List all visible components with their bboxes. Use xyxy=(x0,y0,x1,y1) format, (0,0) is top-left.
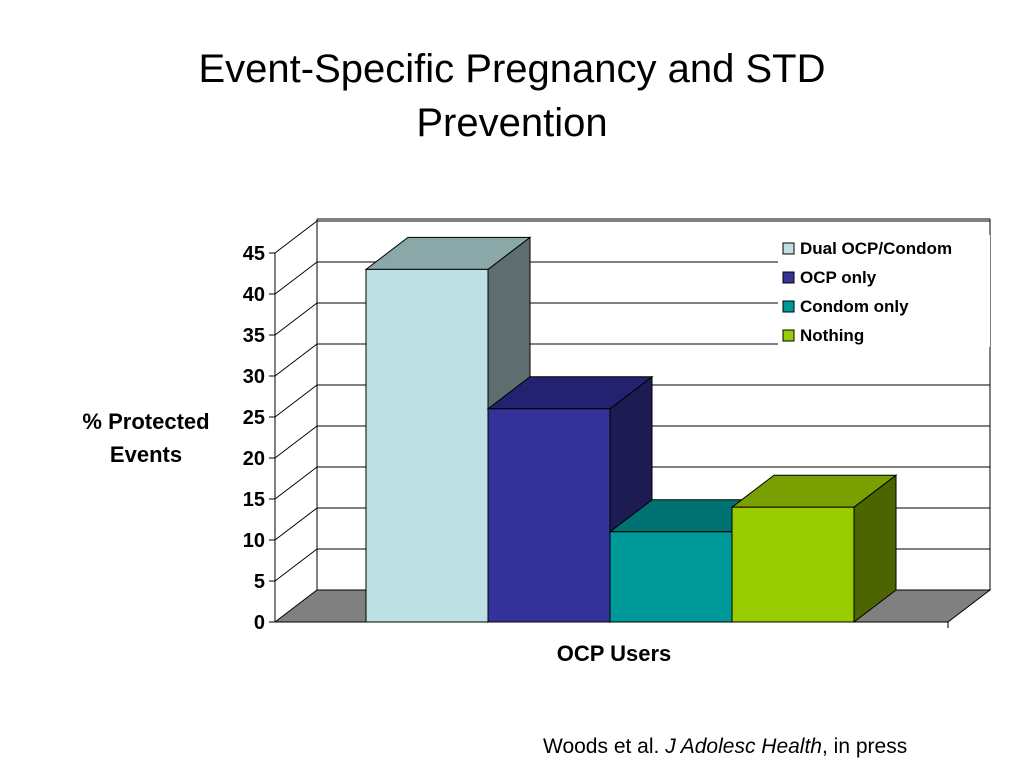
y-tick-label: 40 xyxy=(243,284,265,306)
y-tick-label: 15 xyxy=(243,489,265,511)
legend-label: Condom only xyxy=(800,297,909,316)
side-gridline xyxy=(274,220,318,254)
legend-item: Condom only xyxy=(782,297,909,316)
citation-journal: J Adolesc Health xyxy=(665,735,822,758)
citation-suffix: , in press xyxy=(822,735,908,758)
y-axis-label-line: % Protected xyxy=(82,409,209,434)
y-tick-label: 10 xyxy=(243,530,265,552)
bar-front xyxy=(487,408,611,623)
legend-label: Nothing xyxy=(800,326,864,345)
side-gridline xyxy=(274,384,318,418)
legend-swatch xyxy=(782,242,795,255)
chart-bars xyxy=(364,236,898,624)
side-gridline xyxy=(274,507,318,541)
legend-item: OCP only xyxy=(782,268,877,287)
y-tick-label: 35 xyxy=(243,325,265,347)
side-gridline xyxy=(274,548,318,582)
axis-labels: OCP Users % Protected Events xyxy=(82,409,671,666)
y-axis: 0 5 10 15 20 25 30 35 40 45 xyxy=(243,243,949,634)
bar-front xyxy=(365,268,489,623)
side-gridline xyxy=(274,466,318,500)
slide-title-line-2: Prevention xyxy=(416,101,608,145)
bar-nothing xyxy=(730,474,898,624)
legend-item: Nothing xyxy=(782,326,864,345)
legend-item: Dual OCP/Condom xyxy=(782,239,952,258)
y-axis-label-line: Events xyxy=(110,442,182,467)
legend-box xyxy=(778,235,990,347)
legend-label: OCP only xyxy=(800,268,877,287)
chart-legend: Dual OCP/Condom OCP only Condom only Nothin… xyxy=(778,235,990,347)
x-axis-label: OCP Users xyxy=(557,641,672,666)
citation-prefix: Woods et al. xyxy=(543,735,666,758)
legend-label: Dual OCP/Condom xyxy=(800,239,952,258)
y-tick-label: 25 xyxy=(243,407,265,429)
legend-swatch xyxy=(782,300,795,313)
slide-title-line-1: Event-Specific Pregnancy and STD xyxy=(198,47,826,91)
bar-dual-ocp-condom xyxy=(364,236,532,624)
bar-front xyxy=(731,506,855,623)
y-tick-label: 45 xyxy=(243,243,265,265)
citation: Woods et al. J Adolesc Health, in press xyxy=(543,735,907,759)
y-tick-label: 20 xyxy=(243,448,265,470)
side-gridline xyxy=(274,343,318,377)
y-tick-label: 0 xyxy=(254,612,265,634)
side-gridline xyxy=(274,261,318,295)
y-tick-label: 5 xyxy=(254,571,265,593)
side-gridline xyxy=(274,302,318,336)
y-tick-label: 30 xyxy=(243,366,265,388)
legend-swatch xyxy=(782,271,795,284)
bar-front xyxy=(609,531,733,623)
side-gridline xyxy=(274,425,318,459)
legend-swatch xyxy=(782,329,795,342)
slide-title: Event-Specific Pregnancy and STD Prevent… xyxy=(0,42,1024,150)
